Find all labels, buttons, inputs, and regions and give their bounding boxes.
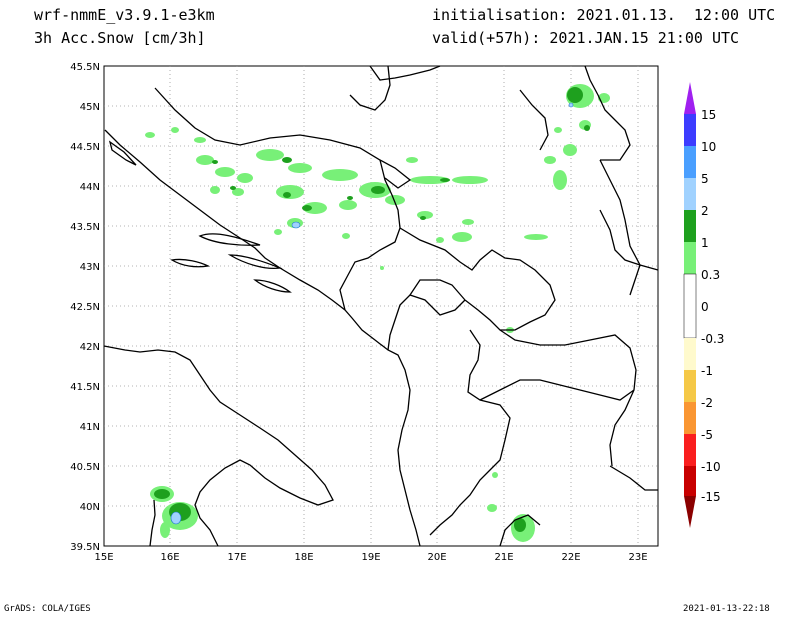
lat-label: 44.5N	[70, 142, 100, 153]
lat-label: 40.5N	[70, 462, 100, 473]
colorbar-label: -0.3	[701, 332, 724, 346]
init-time: initialisation: 2021.01.13. 12:00 UTC	[432, 6, 776, 24]
lon-axis-labels: 15E 16E 17E 18E 19E 20E 21E 22E 23E	[94, 552, 647, 563]
colorbar-label: 0.3	[701, 268, 720, 282]
colorbar-bin	[684, 114, 696, 146]
colorbar-bin	[684, 370, 696, 402]
map-panel	[103, 65, 659, 547]
colorbar-bin	[684, 466, 696, 496]
lat-label: 41.5N	[70, 382, 100, 393]
colorbar-bin	[684, 178, 696, 210]
lon-label: 15E	[94, 552, 113, 563]
colorbar-bin	[684, 242, 696, 274]
coastlines-borders	[103, 65, 659, 547]
snow-heavy-areas	[170, 102, 574, 525]
lat-label: 42.5N	[70, 302, 100, 313]
colorbar-label: 0	[701, 300, 709, 314]
lat-label: 43N	[80, 262, 100, 273]
lat-label: 45.5N	[70, 62, 100, 73]
colorbar-bin	[684, 146, 696, 178]
lon-label: 21E	[494, 552, 513, 563]
colorbar-label: -1	[701, 364, 713, 378]
model-title: wrf-nmmE_v3.9.1-e3km	[34, 6, 215, 24]
lon-label: 22E	[561, 552, 580, 563]
colorbar-top-arrow	[684, 82, 696, 114]
lon-label: 18E	[294, 552, 313, 563]
colorbar	[683, 82, 697, 528]
colorbar-label: -10	[701, 460, 721, 474]
lat-axis-labels: 45.5N 45N 44.5N 44N 43.5N 43N 42.5N 42N …	[70, 62, 100, 553]
snowfall-areas	[145, 84, 610, 542]
colorbar-label: 10	[701, 140, 716, 154]
colorbar-bin	[684, 434, 696, 466]
lon-label: 23E	[628, 552, 647, 563]
lon-label: 19E	[361, 552, 380, 563]
lat-label: 45N	[80, 102, 100, 113]
colorbar-label: 15	[701, 108, 716, 122]
colorbar-labels: 15 10 5 2 1 0.3 0 -0.3 -1 -2 -5 -10 -15	[701, 108, 724, 504]
colorbar-label: -15	[701, 490, 721, 504]
lon-label: 17E	[227, 552, 246, 563]
colorbar-label: 2	[701, 204, 709, 218]
colorbar-bin	[684, 210, 696, 242]
field-title: 3h Acc.Snow [cm/3h]	[34, 29, 206, 47]
lat-label: 43.5N	[70, 222, 100, 233]
colorbar-label: 5	[701, 172, 709, 186]
colorbar-bin	[684, 338, 696, 370]
lat-label: 44N	[80, 182, 100, 193]
colorbar-bottom-arrow	[684, 496, 696, 528]
colorbar-label: 1	[701, 236, 709, 250]
colorbar-bin	[683, 273, 697, 339]
footer-credit: GrADS: COLA/IGES	[4, 604, 91, 614]
footer-timestamp: 2021-01-13-22:18	[683, 604, 770, 614]
lat-label: 41N	[80, 422, 100, 433]
colorbar-label: -2	[701, 396, 713, 410]
lon-label: 16E	[160, 552, 179, 563]
colorbar-label: -5	[701, 428, 713, 442]
lat-label: 40N	[80, 502, 100, 513]
lat-label: 39.5N	[70, 542, 100, 553]
lon-label: 20E	[427, 552, 446, 563]
valid-time: valid(+57h): 2021.JAN.15 21:00 UTC	[432, 29, 740, 47]
colorbar-bin	[684, 402, 696, 434]
lat-label: 42N	[80, 342, 100, 353]
